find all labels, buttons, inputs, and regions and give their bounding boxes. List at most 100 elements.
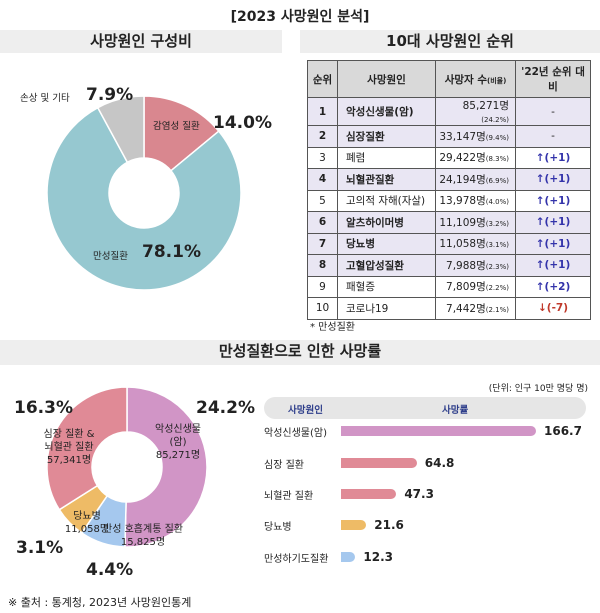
bar-value-label: 12.3 [363, 550, 393, 564]
count-cell: 7,809명(2.2%) [435, 275, 516, 298]
bar [341, 458, 417, 468]
slice-value-heart: 16.3% [14, 398, 73, 418]
slice-value-injury: 7.9% [86, 85, 134, 105]
source-note: ※ 출처 : 통계청, 2023년 사망원인통계 [8, 596, 192, 609]
rank-cell: 4 [307, 168, 338, 191]
cause-cell: 심장질환 [337, 125, 436, 148]
slice-label-diabetes: 당뇨병 11,058명 [64, 511, 110, 535]
table-row: 4 뇌혈관질환 24,194명(6.9%) ↑(+1) [307, 168, 591, 191]
bar-value-label: 64.8 [424, 456, 455, 470]
right-section-header: 10대 사망원인 순위 [300, 30, 600, 53]
count-cell: 29,422명(8.3%) [435, 146, 516, 169]
change-cell: ↑(+1) [515, 232, 591, 255]
bar [341, 520, 367, 530]
change-cell: ↑(+1) [515, 146, 591, 169]
table-row: 9 패혈증 7,809명(2.2%) ↑(+2) [307, 275, 591, 298]
count-cell: 7,988명(2.3%) [435, 254, 516, 277]
slice-label-heart: 심장 질환 & 뇌혈관 질환 57,341명 [43, 429, 95, 466]
bar-category-label: 악성신생물(암) [264, 427, 328, 439]
cause-cell: 악성신생물(암) [337, 97, 436, 126]
composition-slice [96, 95, 145, 164]
cause-cell: 고혈압성질환 [337, 254, 436, 277]
cause-cell: 당뇨병 [337, 232, 436, 255]
slice-label-injury: 손상 및 기타 [20, 93, 70, 104]
col-count: 사망자 수(비율) [435, 60, 516, 98]
rank-cell: 7 [307, 232, 338, 255]
bar [341, 552, 356, 562]
cause-cell: 패혈증 [337, 275, 436, 298]
change-cell: ↑(+2) [515, 275, 591, 298]
unit-note: (단위: 인구 10만 명당 명) [488, 384, 588, 394]
bar-category-label: 만성하기도질환 [264, 553, 329, 565]
slice-label-cancer: 악성신생물(암) 85,271명 [155, 424, 201, 461]
change-cell: ↓(-7) [515, 297, 591, 320]
bar-category-label: 심장 질환 [264, 459, 304, 471]
bar-category-label: 당뇨병 [264, 521, 292, 533]
count-cell: 33,147명(9.4%) [435, 125, 516, 148]
composition-donut-chart [46, 95, 242, 291]
table-row: 7 당뇨병 11,058명(3.1%) ↑(+1) [307, 232, 591, 255]
count-cell: 13,978명(4.0%) [435, 189, 516, 212]
col-cause: 사망원인 [337, 60, 436, 98]
rank-cell: 8 [307, 254, 338, 277]
bar-value-label: 21.6 [374, 518, 404, 532]
table-row: 2 심장질환 33,147명(9.4%) - [307, 125, 591, 148]
change-cell: ↑(+1) [515, 211, 591, 234]
col-change: '22년 순위 대비 [515, 60, 591, 98]
bar-row: 악성신생물(암) 166.7 [264, 423, 582, 439]
slice-value-infectious: 14.0% [213, 113, 272, 133]
change-cell: ↑(+1) [515, 254, 591, 277]
cause-cell: 뇌혈관질환 [337, 168, 436, 191]
rank-cell: 10 [307, 297, 338, 320]
col-rank: 순위 [307, 60, 338, 98]
table-row: 3 폐렴 29,422명(8.3%) ↑(+1) [307, 146, 591, 169]
slice-value-diabetes: 3.1% [16, 538, 64, 558]
count-cell: 11,109명(3.2%) [435, 211, 516, 234]
chronic-slice [46, 386, 128, 511]
slice-value-cancer: 24.2% [196, 398, 255, 418]
chronic-slice [124, 386, 208, 548]
bar-row: 뇌혈관 질환 47.3 [264, 486, 434, 502]
composition-slice [46, 106, 242, 291]
rank-cell: 2 [307, 125, 338, 148]
slice-value-respiratory: 4.4% [86, 560, 134, 580]
rank-cell: 5 [307, 189, 338, 212]
bar [341, 489, 397, 499]
count-cell: 11,058명(3.1%) [435, 232, 516, 255]
left-section-header: 사망원인 구성비 [0, 30, 282, 53]
bar-chart-header: 사망원인 사망률 [264, 397, 586, 419]
bar-category-label: 뇌혈관 질환 [264, 490, 314, 502]
bar-value-label: 47.3 [404, 487, 434, 501]
table-row: 1 악성신생물(암) 85,271명(24.2%) - [307, 97, 591, 126]
bar-value-label: 166.7 [544, 424, 582, 438]
change-cell: - [515, 97, 591, 126]
chronic-donut-chart [46, 386, 208, 548]
cause-cell: 폐렴 [337, 146, 436, 169]
table-row: 5 고의적 자해(자살) 13,978명(4.0%) ↑(+1) [307, 189, 591, 212]
slice-label-infectious: 감염성 질환 [153, 121, 200, 132]
change-cell: ↑(+1) [515, 189, 591, 212]
count-cell: 7,442명(2.1%) [435, 297, 516, 320]
bar-header-cause: 사망원인 [288, 405, 323, 416]
table-footnote: * 만성질환 [310, 322, 355, 333]
count-cell: 85,271명(24.2%) [435, 97, 516, 126]
bar [341, 426, 536, 436]
rank-cell: 1 [307, 97, 338, 126]
top10-table: 순위 사망원인 사망자 수(비율) '22년 순위 대비 1 악성신생물(암) … [307, 60, 591, 320]
slice-label-chronic: 만성질환 [93, 251, 128, 262]
bar-row: 만성하기도질환 12.3 [264, 549, 393, 565]
rank-cell: 6 [307, 211, 338, 234]
rank-cell: 3 [307, 146, 338, 169]
count-cell: 24,194명(6.9%) [435, 168, 516, 191]
cause-cell: 알츠하이머병 [337, 211, 436, 234]
bar-header-rate: 사망률 [442, 405, 469, 416]
slice-value-chronic: 78.1% [142, 242, 201, 262]
middle-section-header: 만성질환으로 인한 사망률 [0, 340, 600, 365]
table-row: 8 고혈압성질환 7,988명(2.3%) ↑(+1) [307, 254, 591, 277]
table-row: 6 알츠하이머병 11,109명(3.2%) ↑(+1) [307, 211, 591, 234]
cause-cell: 고의적 자해(자살) [337, 189, 436, 212]
page-title: [2023 사망원인 분석] [230, 9, 370, 25]
cause-cell: 코로나19 [337, 297, 436, 320]
slice-label-respiratory: 만성 호흡계통 질환 15,825명 [103, 524, 183, 548]
change-cell: ↑(+1) [515, 168, 591, 191]
